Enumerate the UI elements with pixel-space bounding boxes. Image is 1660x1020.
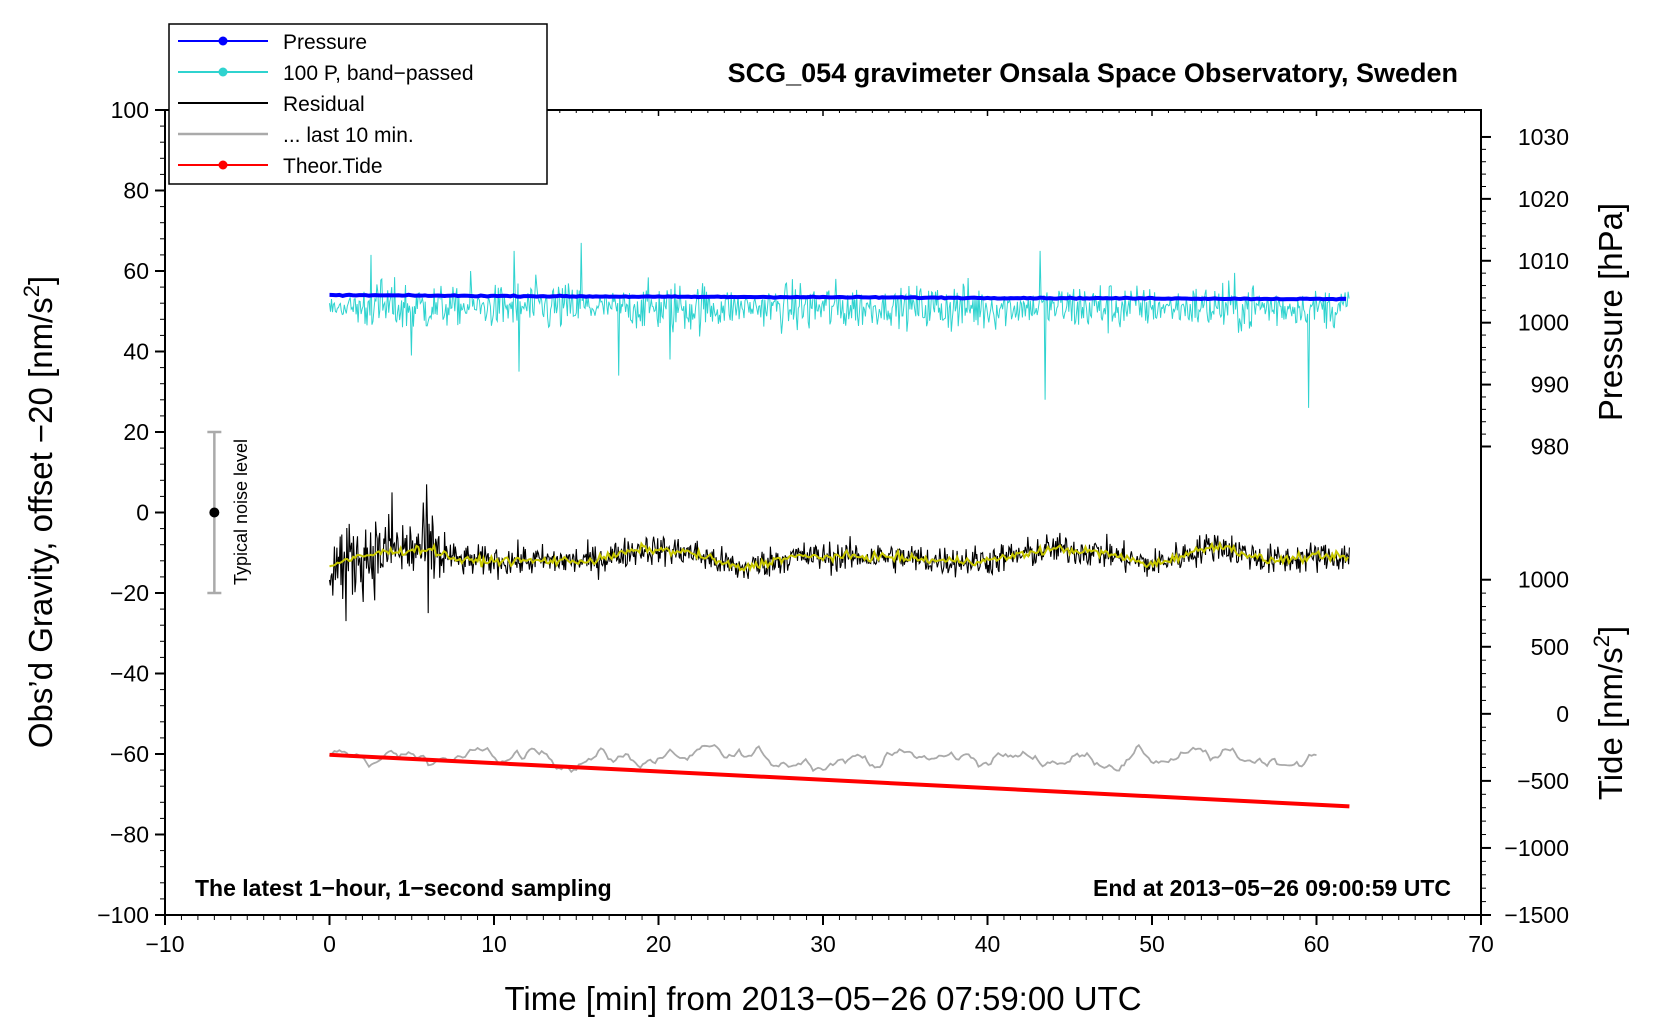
series-pressure <box>329 292 1347 302</box>
x-tick-label: 40 <box>975 931 1001 957</box>
legend-label: Residual <box>283 93 365 116</box>
tide-tick-label: −1000 <box>1504 835 1569 861</box>
x-tick-label: 60 <box>1304 931 1330 957</box>
chart-title: SCG_054 gravimeter Onsala Space Observat… <box>728 58 1458 88</box>
tide-tick-label: −1500 <box>1504 902 1569 928</box>
series-layer <box>328 242 1350 809</box>
tide-tick-label: 0 <box>1556 701 1569 727</box>
x-tick-label: −10 <box>145 931 184 957</box>
pressure-tick-label: 1000 <box>1518 310 1569 336</box>
y-left-tick-label: −80 <box>110 822 149 848</box>
noise-level-indicator: Typical noise level <box>207 430 251 595</box>
y-left-tick-label: 60 <box>123 258 149 284</box>
series-last-10-min <box>328 743 1317 774</box>
y-left-tick-label: 100 <box>111 97 149 123</box>
pressure-tick-label: 980 <box>1531 433 1569 459</box>
legend-label: 100 P, band−passed <box>283 62 474 85</box>
x-tick-label: 10 <box>481 931 507 957</box>
y-left-label: Obs’d Gravity, offset −20 [nm/s <box>22 297 59 748</box>
x-tick-label: 50 <box>1139 931 1165 957</box>
y-left-tick-label: −40 <box>110 661 149 687</box>
ticks-layer: −10 0 10 20 30 40 50 60 70100806040200−20−40−60−… <box>97 97 1569 957</box>
tide-tick-label: 500 <box>1531 634 1569 660</box>
y-left-tick-label: 80 <box>123 178 149 204</box>
noise-dot <box>209 507 220 518</box>
noise-label: Typical noise level <box>231 439 251 585</box>
y-axis-title-tide: Tide [nm/s2] <box>1589 626 1629 800</box>
tide-close: ] <box>1592 626 1629 635</box>
annotation-sampling: The latest 1−hour, 1−second sampling <box>195 875 612 901</box>
y-left-tick-label: 40 <box>123 339 149 365</box>
y-left-tick-label: −60 <box>110 741 149 767</box>
y-left-tick-label: 0 <box>136 500 149 526</box>
pressure-tick-label: 990 <box>1531 372 1569 398</box>
legend: Pressure 100 P, band−passed Residual ... la… <box>168 23 548 185</box>
y-left-close: ] <box>22 276 59 285</box>
legend-label: Pressure <box>283 31 367 54</box>
annotation-end-time: End at 2013−05−26 09:00:59 UTC <box>1093 875 1451 901</box>
y-left-sup: 2 <box>19 285 44 297</box>
x-tick-label: 70 <box>1468 931 1494 957</box>
y-left-tick-label: 20 <box>123 419 149 445</box>
series-theor-tide <box>329 752 1350 809</box>
legend-label: Theor.Tide <box>283 155 383 178</box>
tide-tick-label: 1000 <box>1518 567 1569 593</box>
x-tick-label: 20 <box>646 931 672 957</box>
tide-tick-label: −500 <box>1517 768 1569 794</box>
x-tick-label: 0 <box>323 931 336 957</box>
tide-sup: 2 <box>1589 635 1614 647</box>
pressure-tick-label: 1030 <box>1518 124 1569 150</box>
legend-items: Pressure 100 P, band−passed Residual ... la… <box>178 31 474 178</box>
legend-marker <box>218 160 228 170</box>
legend-marker <box>218 36 228 46</box>
y-axis-title-pressure: Pressure [hPa] <box>1592 203 1629 421</box>
x-tick-label: 30 <box>810 931 836 957</box>
legend-label: ... last 10 min. <box>283 124 414 147</box>
series-residual-smoothed <box>329 540 1349 573</box>
legend-marker <box>218 67 228 77</box>
tide-label: Tide [nm/s <box>1592 647 1629 800</box>
pressure-tick-label: 1010 <box>1518 248 1569 274</box>
pressure-tick-label: 1020 <box>1518 186 1569 212</box>
x-axis-title: Time [min] from 2013−05−26 07:59:00 UTC <box>504 980 1141 1017</box>
y-left-tick-label: −20 <box>110 580 149 606</box>
y-left-tick-label: −100 <box>97 902 149 928</box>
y-axis-title-left: Obs’d Gravity, offset −20 [nm/s2] <box>19 276 59 748</box>
